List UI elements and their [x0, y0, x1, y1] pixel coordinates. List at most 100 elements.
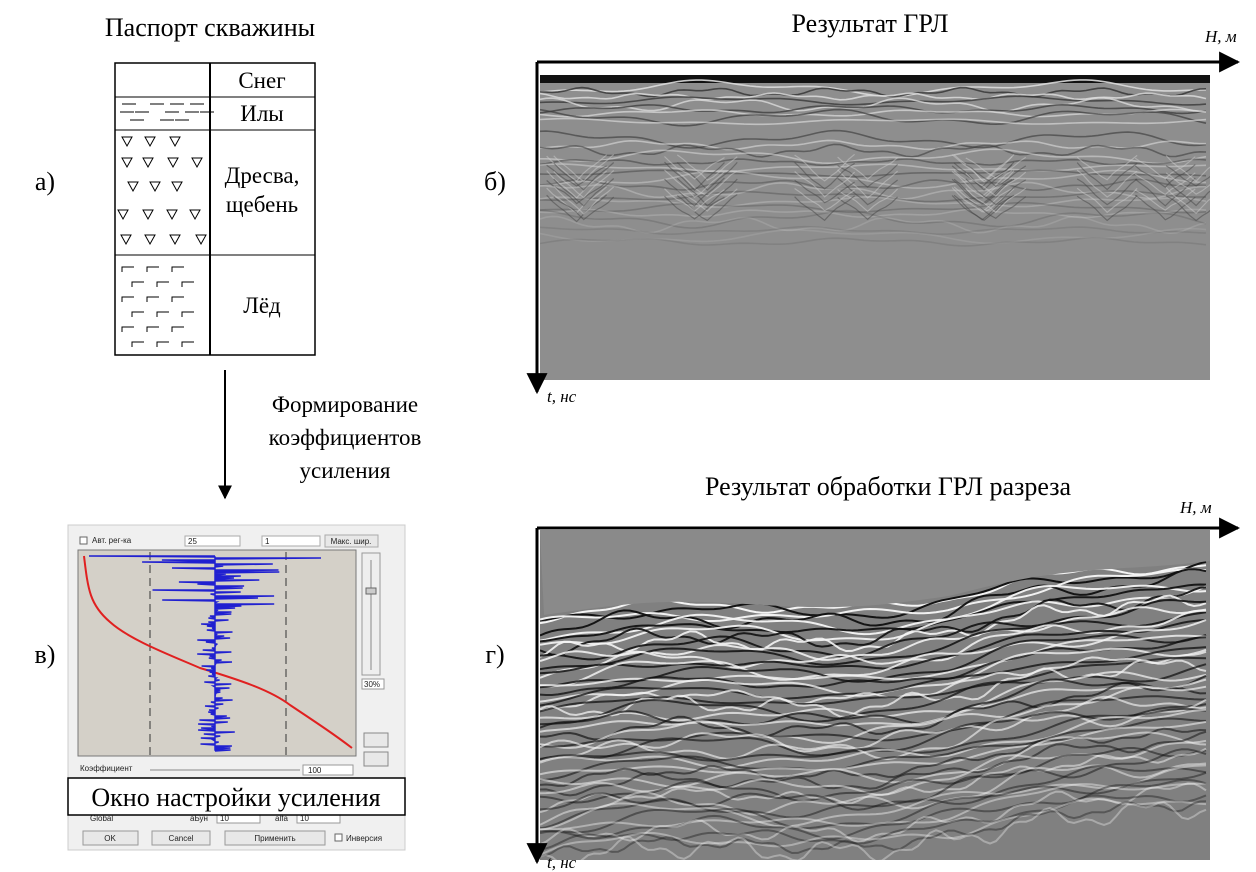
symbol	[121, 326, 134, 332]
reflection	[794, 179, 855, 204]
radargram	[540, 75, 1210, 380]
reflection	[540, 797, 1207, 856]
reflection	[540, 611, 1207, 671]
arrow-caption: усиления	[300, 458, 391, 483]
reflection	[965, 187, 1027, 214]
symbol	[195, 234, 207, 246]
reflection	[540, 800, 1207, 858]
symbol	[181, 281, 194, 287]
reflection	[540, 731, 1207, 788]
arrow-caption: коэффициентов	[269, 425, 422, 450]
reflection	[540, 794, 1207, 851]
reflection	[1076, 162, 1138, 191]
ui-field[interactable]: 10	[220, 814, 229, 823]
reflection	[965, 196, 1027, 220]
symbol	[144, 136, 156, 148]
reflection	[1076, 169, 1138, 198]
reflection	[664, 188, 725, 212]
reflection	[794, 188, 855, 212]
reflection	[540, 727, 1207, 787]
symbol	[142, 157, 154, 169]
reflection	[540, 674, 1207, 729]
reflection	[837, 188, 899, 213]
ui-label: alfa	[275, 814, 288, 823]
ui-button[interactable]: OK	[104, 834, 116, 843]
reflection	[794, 171, 856, 198]
symbol	[167, 157, 179, 169]
layer-label: Снег	[238, 68, 285, 93]
reflection	[540, 143, 1207, 158]
reflection	[1165, 165, 1210, 187]
ui-label: Global	[90, 814, 113, 823]
ui-field[interactable]: 100	[308, 766, 322, 775]
reflection	[546, 164, 607, 187]
reflection	[1165, 155, 1210, 183]
reflection	[540, 782, 1207, 846]
reflection	[837, 156, 898, 181]
reflection	[540, 108, 1207, 127]
reflection	[676, 161, 738, 191]
ui-field[interactable]: 1	[265, 537, 270, 546]
ui-checkbox[interactable]: Инверсия	[346, 834, 382, 843]
reflection	[540, 678, 1207, 733]
reflection	[540, 95, 1207, 106]
reflection	[540, 225, 1207, 236]
well-title: Паспорт скважины	[105, 13, 315, 42]
symbol	[171, 181, 183, 193]
ui-label: aБун	[190, 814, 208, 823]
reflection	[1076, 194, 1138, 222]
symbol	[131, 281, 144, 287]
reflection	[540, 782, 1207, 831]
reflection	[953, 153, 1015, 183]
reflection	[953, 170, 1015, 199]
reflection	[540, 158, 1207, 167]
reflection	[1134, 188, 1196, 211]
reflection	[540, 720, 1207, 776]
reflection	[540, 585, 1207, 646]
symbol	[127, 181, 139, 193]
reflection	[553, 185, 615, 215]
reflection	[540, 606, 1207, 662]
axis-label: t, нс	[547, 387, 577, 406]
reflection	[540, 747, 1207, 804]
symbol	[156, 311, 169, 317]
layer-label: Илы	[240, 101, 284, 126]
axis-label: t, нс	[547, 853, 577, 872]
reflection	[540, 148, 1207, 165]
reflection	[676, 177, 738, 207]
reflection	[540, 196, 1207, 208]
reflection	[965, 156, 1027, 179]
gain-caption: Окно настройки усиления	[91, 783, 380, 812]
reflection	[540, 584, 1207, 642]
caption-box	[67, 777, 406, 816]
reflection	[540, 103, 1207, 115]
reflection	[540, 698, 1207, 763]
reflection	[540, 748, 1207, 811]
reflection	[540, 169, 1207, 178]
reflection	[951, 170, 1013, 198]
ui-button[interactable]: Cancel	[169, 834, 194, 843]
reflection	[965, 163, 1027, 188]
reflection	[794, 161, 855, 190]
reflection	[546, 154, 608, 182]
reflection	[676, 170, 738, 197]
reflection	[540, 236, 1207, 247]
ui-field[interactable]: 10	[300, 814, 309, 823]
reflection	[553, 154, 615, 183]
reflection	[1134, 156, 1196, 180]
reflection	[1165, 186, 1210, 215]
reflection	[676, 188, 738, 212]
symbol	[181, 341, 194, 347]
reflection	[540, 227, 1207, 245]
reflection	[676, 154, 738, 181]
ui-button[interactable]: Применить	[254, 834, 295, 843]
reflection	[540, 86, 1207, 98]
reflection	[664, 195, 725, 220]
ui-button[interactable]: Макс. шир.	[331, 537, 372, 546]
layer-label: Лёд	[243, 293, 281, 318]
reflection	[837, 163, 899, 188]
ui-field[interactable]: 25	[188, 537, 197, 546]
reflection	[953, 178, 1015, 206]
reflection	[540, 685, 1207, 749]
